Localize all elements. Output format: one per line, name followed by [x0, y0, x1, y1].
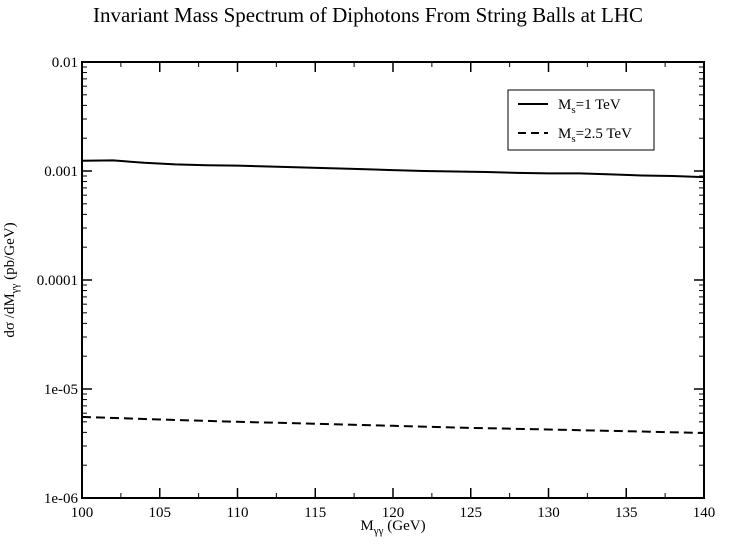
- y-axis-label-unit: (pb/GeV): [2, 222, 18, 283]
- x-axis-label-main: M: [360, 518, 373, 534]
- legend-label-series-0: Ms=1 TeV: [558, 97, 621, 116]
- x-tick-label: 130: [537, 505, 560, 521]
- legend-box: [507, 89, 655, 151]
- y-tick-label: 0.0001: [37, 273, 78, 289]
- x-axis-label-sub: γγ: [373, 525, 384, 537]
- series-layer: [81, 159, 705, 434]
- x-tick-label: 120: [382, 505, 405, 521]
- y-tick-label: 1e-05: [44, 382, 78, 398]
- x-tick-label: 100: [71, 505, 94, 521]
- x-axis-label-unit: (GeV): [384, 518, 426, 534]
- x-tick-label: 135: [615, 505, 638, 521]
- y-axis-label: dσ /dMγγ (pb/GeV): [2, 222, 21, 337]
- chart-title: Invariant Mass Spectrum of Diphotons Fro…: [93, 3, 643, 27]
- x-tick-label: 105: [149, 505, 172, 521]
- legend: Ms=1 TeV Ms=2.5 TeV: [507, 89, 655, 151]
- series-line-0: [81, 159, 705, 179]
- y-tick-label: 1e-06: [44, 491, 79, 507]
- ticks-layer: 100 105 110 115 120 125 130 135 140 1e-06 1e-05 0.0…: [37, 55, 716, 521]
- x-axis-label: Mγγ (GeV): [360, 518, 425, 537]
- legend-label-series-1: Ms=2.5 TeV: [558, 126, 632, 145]
- y-axis-label-sub: γγ: [9, 283, 21, 294]
- x-tick-label: 140: [693, 505, 716, 521]
- y-axis-label-prefix: dσ /dM: [2, 293, 18, 337]
- series-line-1: [81, 415, 705, 434]
- x-tick-label: 110: [227, 505, 249, 521]
- x-tick-label: 125: [460, 505, 483, 521]
- x-tick-label: 115: [304, 505, 326, 521]
- y-tick-label: 0.001: [44, 164, 78, 180]
- y-tick-label: 0.01: [52, 55, 78, 71]
